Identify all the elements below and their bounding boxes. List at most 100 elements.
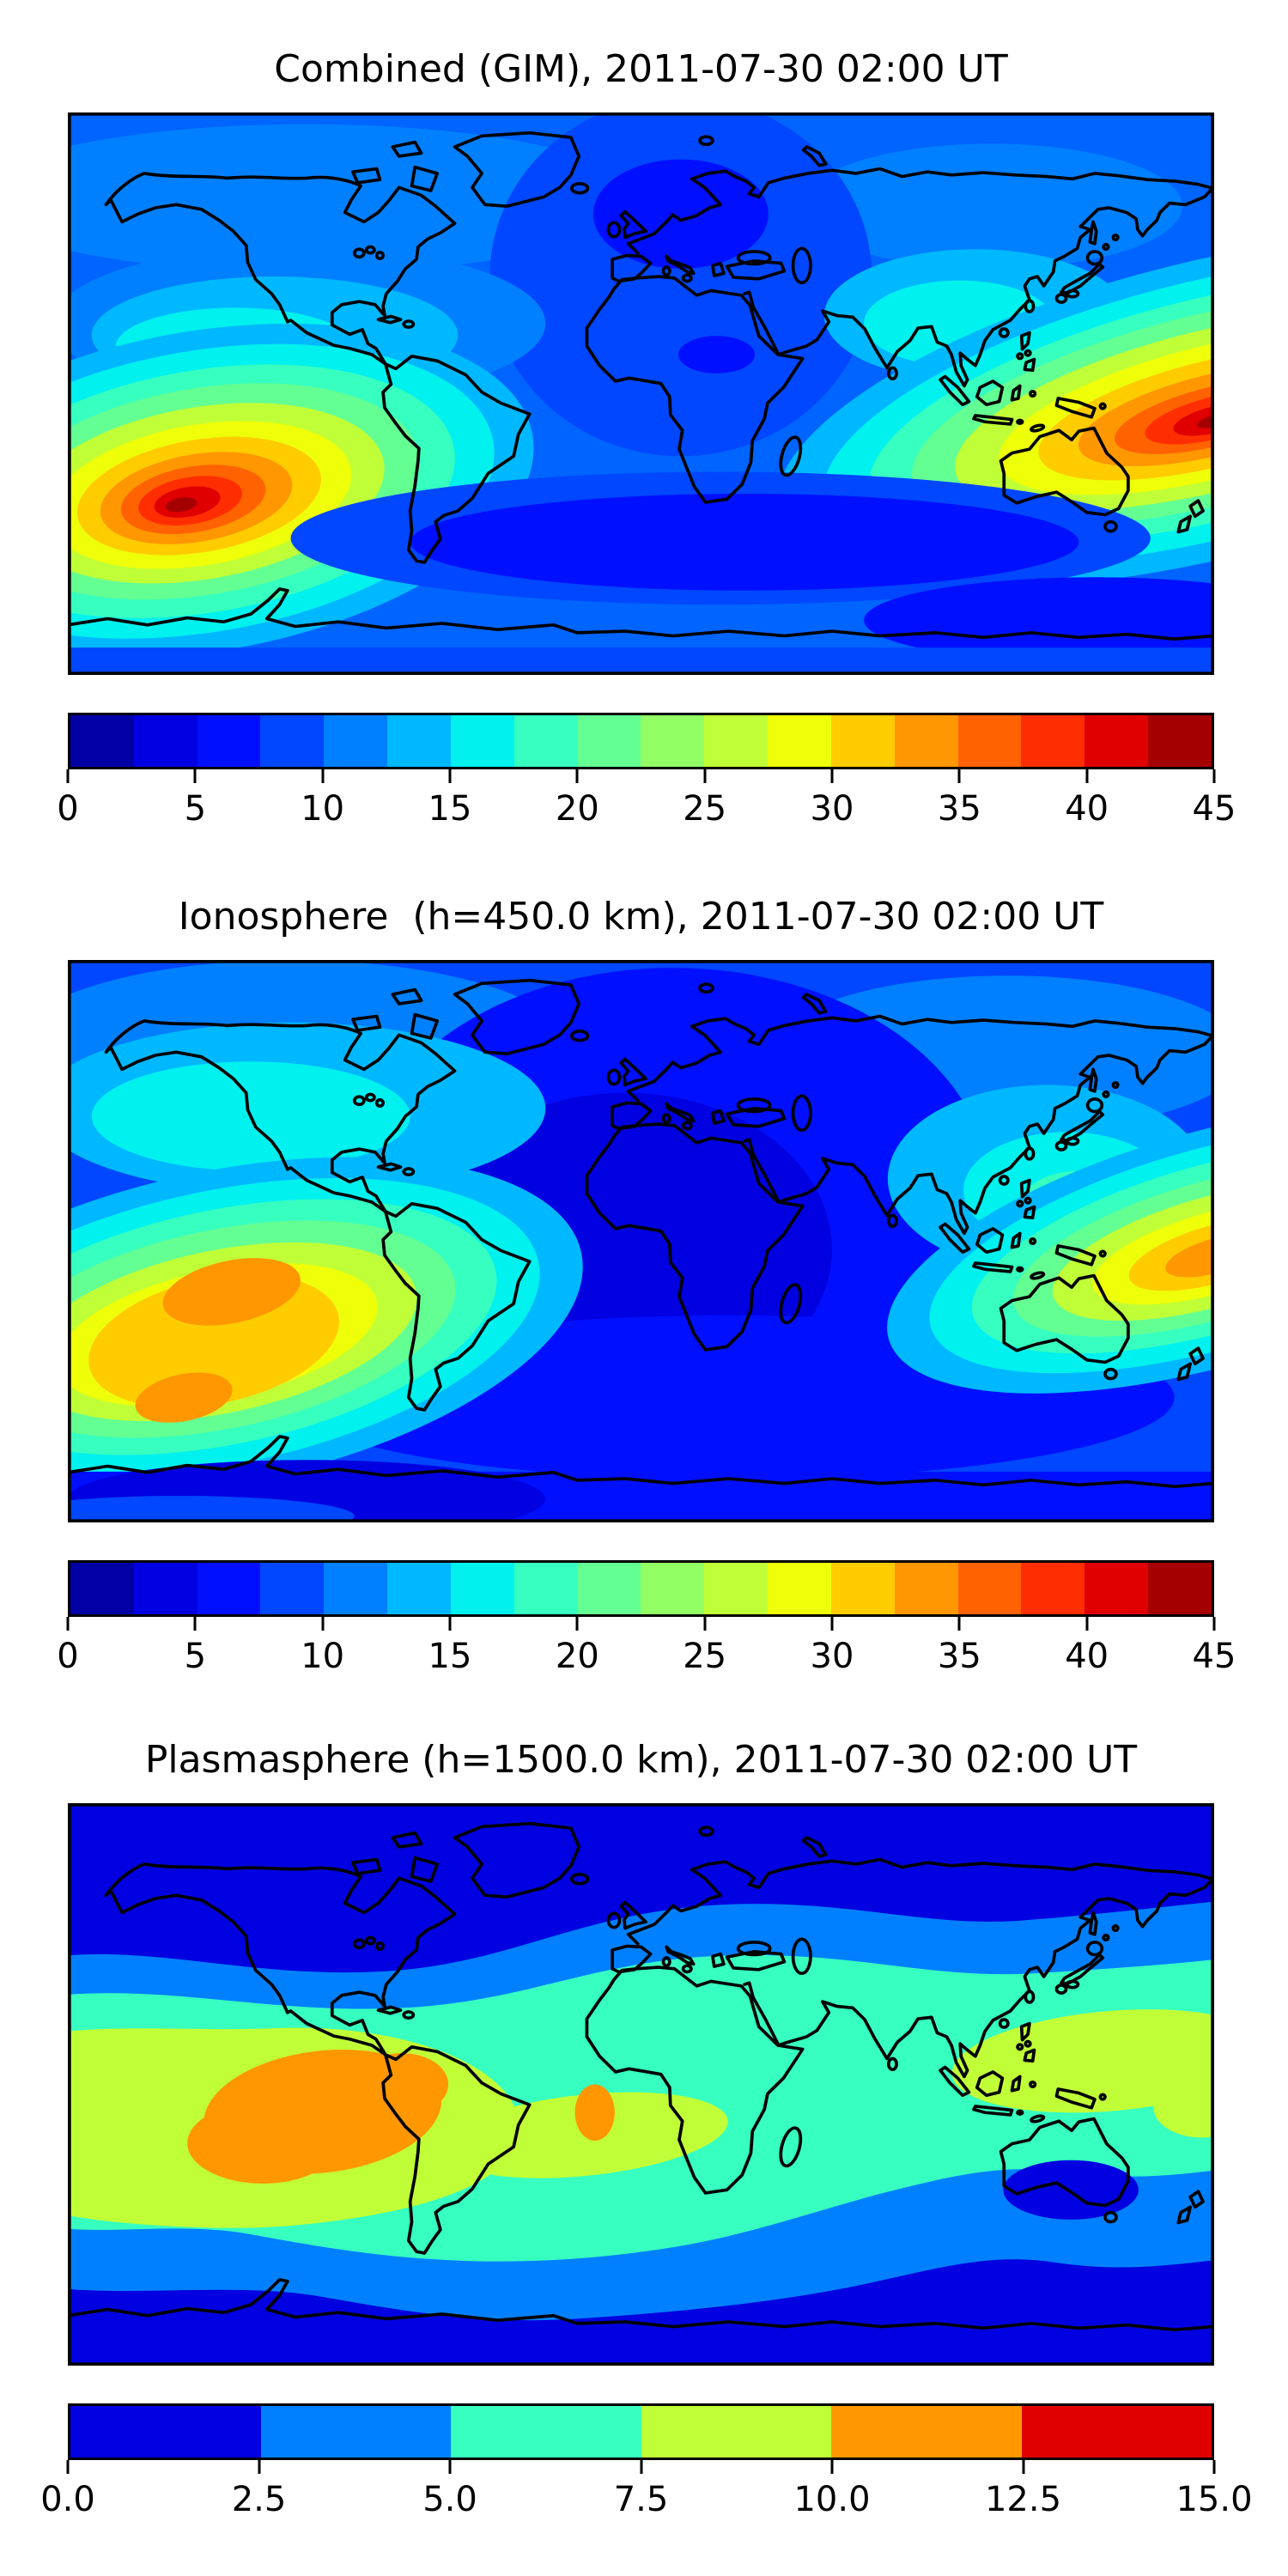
colorbar-segment bbox=[513, 715, 578, 767]
colorbar-segment bbox=[513, 1563, 578, 1614]
colorbar-segment bbox=[1148, 715, 1212, 767]
colorbar-segment bbox=[451, 2406, 641, 2458]
map-border bbox=[68, 960, 1214, 1522]
colorbar-segment bbox=[260, 2406, 451, 2458]
colorbar-tick-mark bbox=[448, 769, 452, 783]
colorbar-tick-mark bbox=[575, 769, 579, 783]
colorbar-tick-label: 0 bbox=[57, 1637, 79, 1676]
colorbar-tick-mark bbox=[1212, 769, 1216, 783]
colorbar-tick-label: 45 bbox=[1192, 1637, 1236, 1676]
panel-title: Combined (GIM), 2011-07-30 02:00 UT bbox=[274, 47, 1008, 91]
colorbar-tick-mark bbox=[193, 1617, 197, 1631]
colorbar-tick-mark bbox=[830, 1617, 834, 1631]
colorbar-tick-label: 25 bbox=[683, 1637, 727, 1676]
colorbar-segment bbox=[768, 1563, 831, 1614]
contour-map-ionosphere bbox=[68, 960, 1214, 1522]
colorbar-tick-label: 0.0 bbox=[40, 2480, 95, 2519]
colorbar-tick-mark bbox=[321, 1617, 325, 1631]
colorbar-tick-mark bbox=[1022, 2460, 1024, 2474]
colorbar-tick-label: 15 bbox=[428, 1637, 472, 1676]
map-plasmasphere bbox=[68, 1803, 1214, 2366]
colorbar-segment bbox=[70, 715, 134, 767]
colorbar-segment bbox=[197, 1563, 261, 1614]
colorbar-tick-mark bbox=[66, 1617, 70, 1631]
colorbar-segment bbox=[768, 715, 831, 767]
colorbar-tick-label: 10 bbox=[301, 1637, 345, 1676]
colorbar-segment bbox=[1148, 1563, 1212, 1614]
colorbar-segment bbox=[830, 1563, 895, 1614]
colorbar-tick-mark bbox=[957, 1617, 961, 1631]
colorbar-tick-mark bbox=[575, 1617, 579, 1631]
colorbar-tick-label: 10.0 bbox=[793, 2480, 871, 2519]
colorbar-segment bbox=[704, 1563, 769, 1614]
colorbar-segment bbox=[577, 1563, 641, 1614]
colorbar-segment bbox=[1021, 2406, 1212, 2458]
colorbar-ticks: 0 5 10 15 20 25 30 35 40 45 bbox=[57, 769, 1236, 864]
panel-ionosphere: Ionosphere (h=450.0 km), 2011-07-30 02:0… bbox=[0, 848, 1288, 1695]
colorbar-segment bbox=[957, 1563, 1022, 1614]
colorbar-segment bbox=[387, 1563, 451, 1614]
map-combined bbox=[68, 112, 1214, 675]
colorbar-ticks: 0.0 2.5 5.0 7.5 10.0 12.5 15.0 bbox=[40, 2460, 1253, 2555]
colorbar-tick-label: 30 bbox=[810, 789, 854, 829]
colorbar-segment bbox=[70, 2406, 261, 2458]
colorbar-tick-label: 40 bbox=[1065, 1637, 1109, 1676]
colorbar-tick-label: 40 bbox=[1065, 789, 1109, 829]
contour-map-combined bbox=[68, 112, 1214, 675]
colorbar-tick-label: 5 bbox=[184, 1637, 207, 1676]
colorbar-segment bbox=[830, 715, 895, 767]
colorbar-segment bbox=[450, 715, 514, 767]
panel-combined: Combined (GIM), 2011-07-30 02:00 UT bbox=[0, 0, 1288, 848]
colorbar-tick-mark bbox=[703, 1617, 707, 1631]
colorbar-tick-mark bbox=[703, 769, 707, 783]
hotspot-east-pacific bbox=[68, 1157, 583, 1498]
colorbar-segment bbox=[324, 715, 388, 767]
colorbar-segment bbox=[641, 2406, 831, 2458]
map-border bbox=[68, 1803, 1214, 2366]
colorbar bbox=[68, 1560, 1214, 1617]
colorbar-ticks: 0 5 10 15 20 25 30 35 40 45 bbox=[57, 1617, 1236, 1711]
colorbar-tick-label: 35 bbox=[937, 1637, 981, 1676]
colorbar-tick-mark bbox=[1212, 2460, 1216, 2474]
map-ionosphere bbox=[68, 960, 1214, 1522]
colorbar-tick-label: 35 bbox=[937, 789, 981, 829]
colorbar-tick-mark bbox=[321, 769, 325, 783]
colorbar-segment bbox=[1084, 715, 1149, 767]
colorbar-tick-label: 5.0 bbox=[422, 2480, 477, 2519]
colorbar-tick-mark bbox=[830, 2460, 834, 2474]
colorbar-segment bbox=[1084, 1563, 1149, 1614]
colorbar-tick-label: 12.5 bbox=[984, 2480, 1062, 2519]
colorbar-tick-label: 7.5 bbox=[613, 2480, 669, 2519]
colorbar-tick-mark bbox=[1085, 769, 1089, 783]
colorbar-segment bbox=[70, 1563, 134, 1614]
colorbar-tick-mark bbox=[448, 1617, 452, 1631]
colorbar-segment bbox=[260, 715, 325, 767]
colorbar-tick-label: 15 bbox=[428, 789, 472, 829]
colorbar-tick-mark bbox=[957, 769, 961, 783]
colorbar-tick-mark bbox=[448, 2460, 452, 2474]
colorbar-segment bbox=[641, 1563, 705, 1614]
panel-title: Plasmasphere (h=1500.0 km), 2011-07-30 0… bbox=[144, 1738, 1138, 1782]
colorbar-tick-mark bbox=[1085, 1617, 1089, 1631]
colorbar-segment bbox=[133, 715, 197, 767]
colorbar-tick-mark bbox=[66, 2460, 70, 2474]
colorbar-tick-label: 45 bbox=[1192, 789, 1236, 829]
colorbar-tick-label: 15.0 bbox=[1176, 2480, 1253, 2519]
colorbar-tick-mark bbox=[193, 769, 197, 783]
colorbar-tick-mark bbox=[830, 769, 834, 783]
panel-title: Ionosphere (h=450.0 km), 2011-07-30 02:0… bbox=[178, 895, 1104, 939]
colorbar-segment bbox=[197, 715, 261, 767]
colorbar-segment bbox=[641, 715, 705, 767]
colorbar-tick-mark bbox=[640, 2460, 642, 2474]
colorbar bbox=[68, 2403, 1214, 2460]
colorbar-segment bbox=[831, 2406, 1022, 2458]
colorbar-tick-mark bbox=[1212, 1617, 1216, 1631]
colorbar-tick-mark bbox=[66, 769, 70, 783]
colorbar-segment bbox=[260, 1563, 325, 1614]
colorbar-segment bbox=[1021, 715, 1085, 767]
colorbar-segment bbox=[577, 715, 641, 767]
colorbar-segment bbox=[324, 1563, 388, 1614]
colorbar-tick-label: 10 bbox=[301, 789, 345, 829]
colorbar-tick-label: 25 bbox=[683, 789, 727, 829]
colorbar-tick-label: 2.5 bbox=[231, 2480, 287, 2519]
